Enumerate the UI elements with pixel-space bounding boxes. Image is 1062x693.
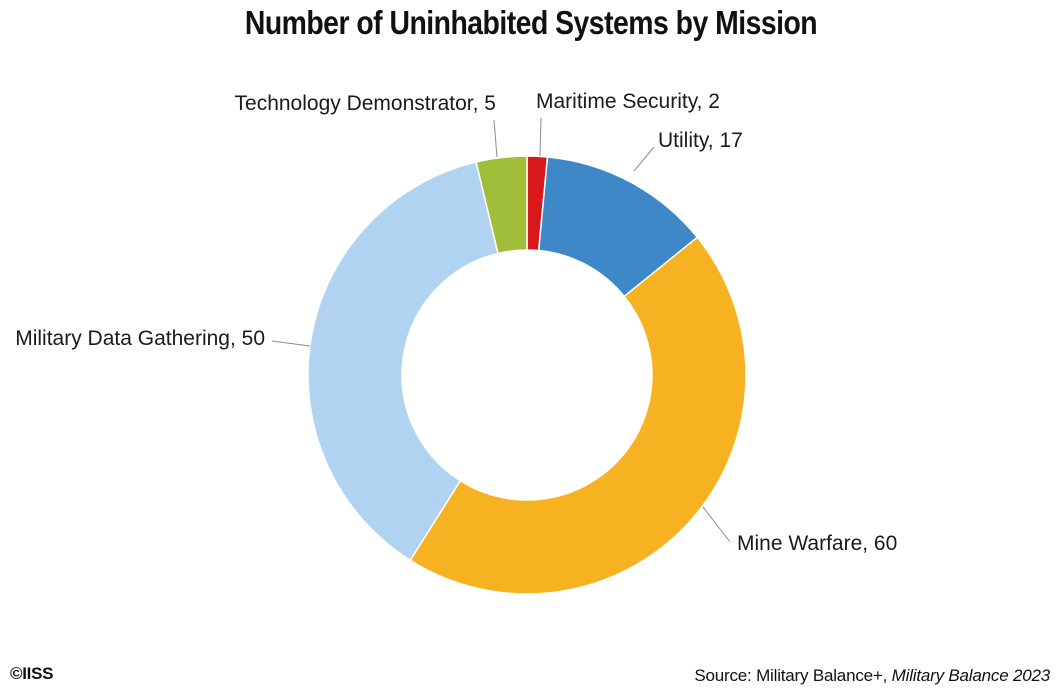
slice-military-data-gathering: [307, 161, 499, 562]
copyright-notice: ©IISS: [10, 664, 54, 683]
slice-label: Mine Warfare, 60: [737, 532, 897, 555]
slice-mine-warfare: [409, 236, 747, 595]
slice-labels: Maritime Security, 2 Utility, 17 Mine Warf…: [15, 90, 897, 555]
leader-line: [493, 119, 498, 158]
slice-label: Utility, 17: [658, 129, 743, 152]
leader-line: [539, 117, 542, 157]
leader-lines: [271, 117, 731, 543]
donut-slices: [307, 155, 747, 595]
source-publication: Military Balance 2023: [891, 666, 1051, 685]
slice-label: Maritime Security, 2: [536, 90, 720, 113]
leader-line: [271, 340, 311, 347]
leader-line: [702, 506, 731, 543]
slice-label: Military Data Gathering, 50: [15, 327, 265, 350]
slice-technology-demonstrator: [475, 155, 528, 255]
slice-label: Technology Demonstrator, 5: [235, 92, 496, 115]
chart-title: Number of Uninhabited Systems by Mission: [244, 4, 818, 41]
source-prefix: Source: Military Balance+,: [694, 666, 892, 685]
source-note: Source: Military Balance+, Military Bala…: [694, 666, 1050, 686]
leader-line: [633, 146, 655, 172]
